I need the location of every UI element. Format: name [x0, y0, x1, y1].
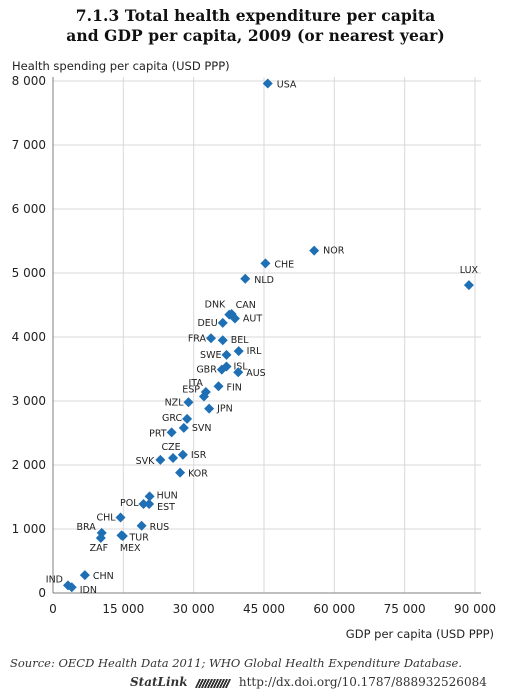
- point-nzl: [183, 397, 194, 408]
- chart-title-line2: and GDP per capita, 2009 (or nearest yea…: [66, 26, 445, 45]
- point-fin: [213, 381, 224, 392]
- point-label-prt: PRT: [149, 428, 167, 439]
- chart-title-line1: 7.1.3 Total health expenditure per capit…: [75, 6, 436, 25]
- point-grc: [182, 413, 193, 424]
- x-tick-label: 45 000: [243, 602, 285, 616]
- y-tick-label: 7 000: [12, 138, 46, 152]
- point-che: [260, 258, 271, 269]
- point-label-kor: KOR: [188, 469, 208, 480]
- point-isr: [177, 449, 188, 460]
- point-lux: [463, 280, 474, 291]
- point-label-svk: SVK: [136, 456, 156, 467]
- y-tick-label: 8 000: [12, 74, 46, 88]
- point-cze: [168, 452, 179, 463]
- x-tick-label: 90 000: [454, 602, 496, 616]
- point-idn: [66, 582, 77, 593]
- point-label-dnk: DNK: [205, 300, 226, 311]
- point-deu: [217, 317, 228, 328]
- y-tick-label: 0: [38, 586, 46, 600]
- point-label-che: CHE: [274, 259, 294, 270]
- point-fra: [206, 333, 217, 344]
- x-tick-label: 0: [49, 602, 57, 616]
- point-pol: [138, 499, 149, 510]
- point-label-nzl: NZL: [165, 397, 185, 408]
- point-jpn: [204, 403, 215, 414]
- point-label-cze: CZE: [161, 442, 180, 453]
- x-tick-label: 15 000: [102, 602, 144, 616]
- source-note: Source: OECD Health Data 2011; WHO Globa…: [10, 656, 462, 670]
- point-zaf: [95, 532, 106, 543]
- point-label-bra: BRA: [77, 522, 97, 533]
- statlink-label: StatLink: [130, 675, 188, 689]
- point-label-chn: CHN: [93, 571, 114, 582]
- point-label-svn: SVN: [192, 423, 212, 434]
- point-chn: [79, 570, 90, 581]
- point-svk: [155, 454, 166, 465]
- scatter-chart: 0 1 000 2 000 3 000 4 000 5 000 6 000 7 000 8 00…: [12, 59, 496, 641]
- point-label-chl: CHL: [96, 512, 116, 523]
- point-label-fin: FIN: [227, 382, 242, 393]
- point-label-ita: ITA: [188, 378, 203, 389]
- point-label-swe: SWE: [200, 350, 221, 361]
- x-tick-label: 60 000: [313, 602, 355, 616]
- point-mex: [117, 531, 128, 542]
- point-rus: [136, 520, 147, 531]
- point-nor: [309, 245, 320, 256]
- point-nld: [240, 273, 251, 284]
- y-tick-label: 4 000: [12, 330, 46, 344]
- point-swe: [221, 349, 232, 360]
- point-label-grc: GRC: [162, 413, 182, 424]
- statlink-url[interactable]: http://dx.doi.org/10.1787/888932526084: [238, 675, 487, 689]
- point-label-isl: ISL: [233, 361, 248, 372]
- point-label-deu: DEU: [197, 318, 217, 329]
- point-label-pol: POL: [120, 498, 139, 509]
- y-tick-label: 1 000: [12, 522, 46, 536]
- point-label-can: CAN: [236, 300, 256, 311]
- y-tick-label: 5 000: [12, 266, 46, 280]
- point-label-hun: HUN: [157, 490, 178, 501]
- x-tick-label: 75 000: [384, 602, 426, 616]
- point-label-est: EST: [157, 502, 175, 513]
- point-gbr: [216, 364, 227, 375]
- y-tick-label: 2 000: [12, 458, 46, 472]
- point-chl: [115, 512, 126, 523]
- x-axis-title: GDP per capita (USD PPP): [346, 627, 494, 641]
- point-esp: [198, 391, 209, 402]
- point-label-nor: NOR: [323, 246, 345, 257]
- point-bel: [217, 335, 228, 346]
- point-prt: [166, 427, 177, 438]
- point-usa: [262, 78, 273, 89]
- y-axis-title: Health spending per capita (USD PPP): [12, 59, 230, 73]
- point-label-irl: IRL: [247, 346, 262, 357]
- point-hun: [144, 491, 155, 502]
- point-label-idn: IDN: [80, 585, 97, 596]
- statlink-row: StatLink http://dx.doi.org/10.1787/88893…: [130, 675, 500, 689]
- point-aut: [229, 313, 240, 324]
- point-label-bel: BEL: [231, 335, 250, 346]
- point-label-nld: NLD: [254, 275, 274, 286]
- point-label-tur: TUR: [128, 532, 149, 543]
- y-tick-label: 6 000: [12, 202, 46, 216]
- y-tick-label: 3 000: [12, 394, 46, 408]
- point-label-aus: AUS: [246, 368, 265, 379]
- point-label-mex: MEX: [120, 543, 141, 554]
- point-label-fra: FRA: [188, 333, 207, 344]
- point-est: [144, 499, 155, 510]
- point-label-aut: AUT: [243, 313, 262, 324]
- point-label-zaf: ZAF: [90, 543, 108, 554]
- point-kor: [175, 467, 186, 478]
- point-label-usa: USA: [277, 80, 297, 91]
- point-svn: [178, 422, 189, 433]
- point-label-jpn: JPN: [216, 404, 233, 415]
- point-label-gbr: GBR: [196, 365, 217, 376]
- point-aus: [233, 367, 244, 378]
- x-tick-label: 30 000: [173, 602, 215, 616]
- point-irl: [233, 346, 244, 357]
- point-label-isr: ISR: [191, 450, 207, 461]
- point-label-lux: LUX: [460, 265, 479, 276]
- point-label-esp: ESP: [182, 385, 200, 396]
- point-label-ind: IND: [46, 574, 63, 585]
- point-label-rus: RUS: [150, 522, 170, 533]
- statlink-logo-icon: [195, 678, 232, 688]
